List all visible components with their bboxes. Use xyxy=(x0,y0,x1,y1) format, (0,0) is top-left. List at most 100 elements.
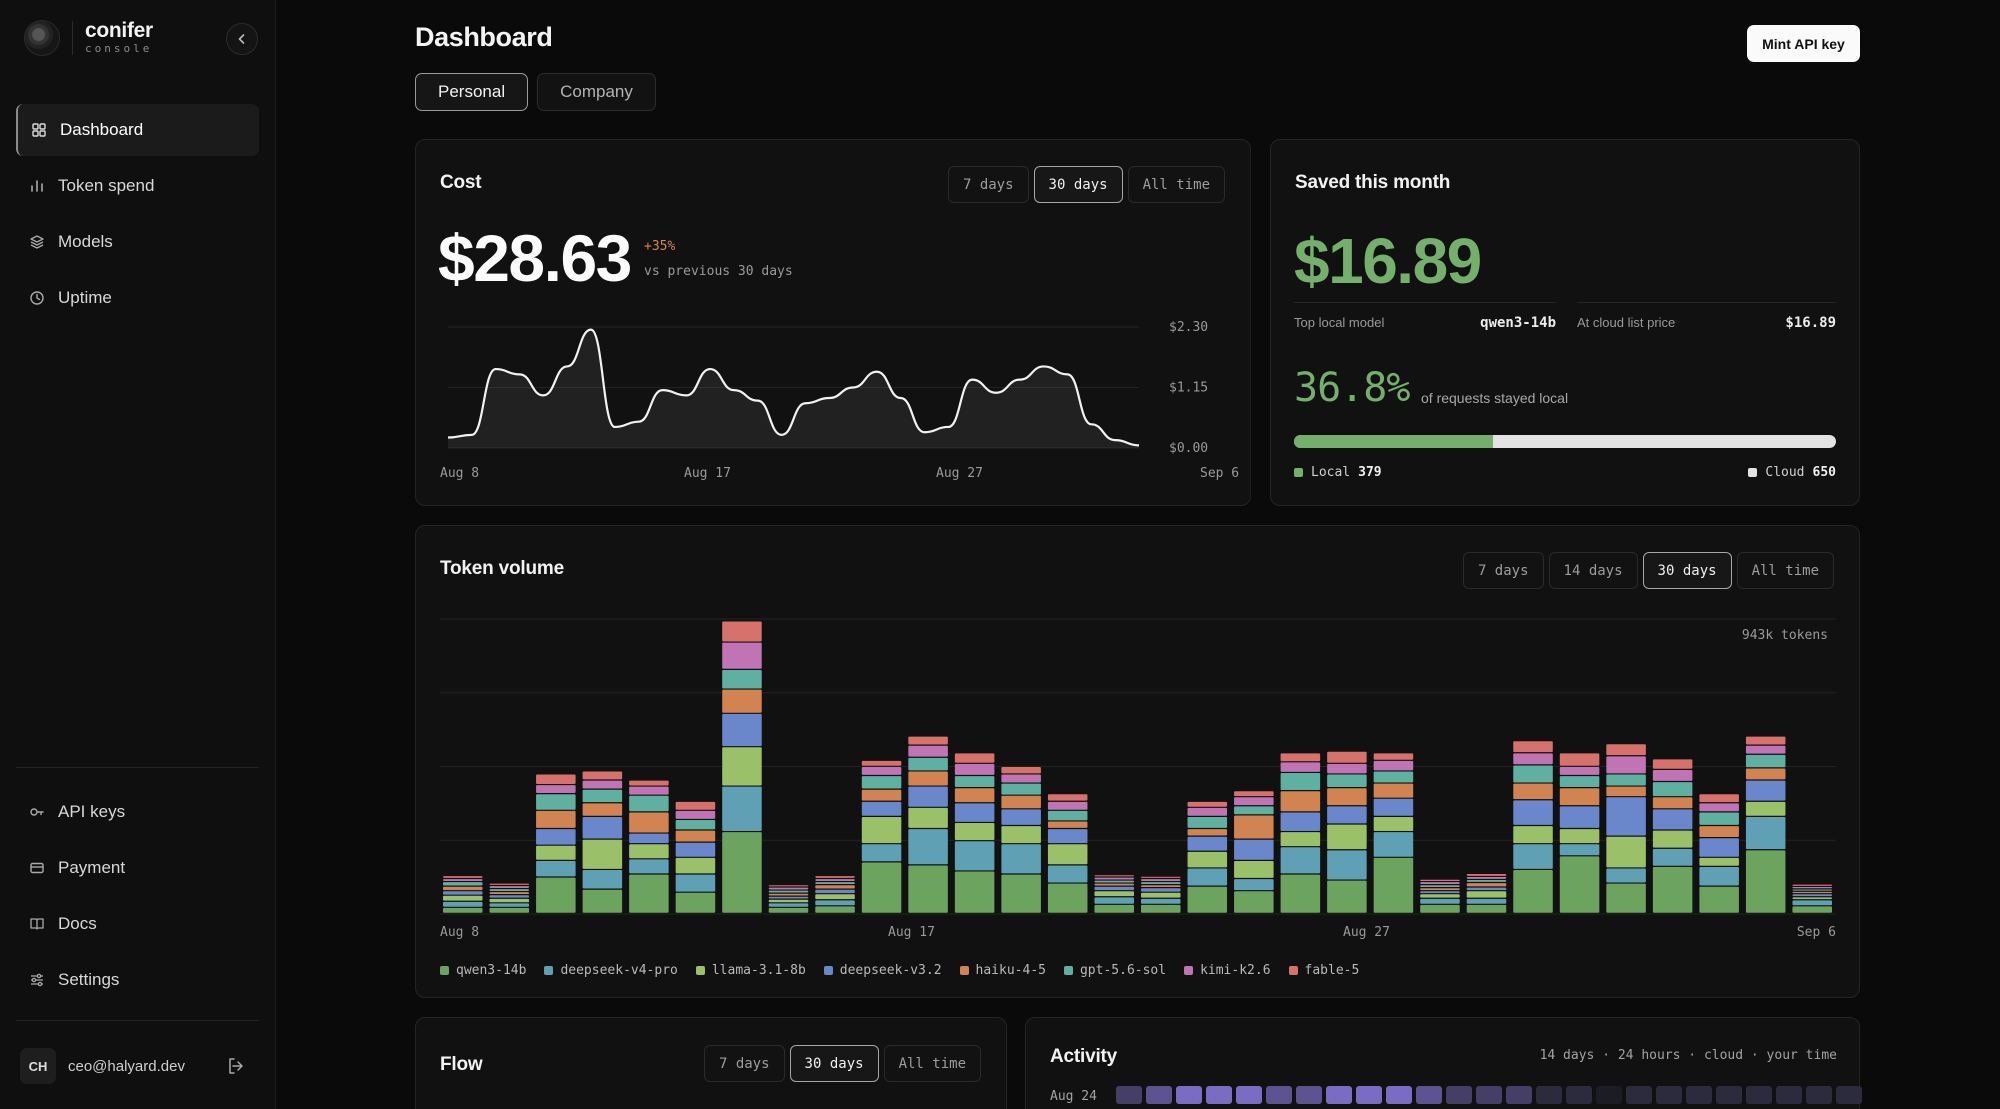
range-7-days[interactable]: 7 days xyxy=(703,1045,785,1082)
token-bar-segment xyxy=(1187,829,1228,836)
token-bar-segment xyxy=(861,776,902,789)
activity-heat-cell[interactable] xyxy=(1776,1086,1802,1104)
token-bar-segment xyxy=(675,842,716,857)
token-bar-segment xyxy=(1187,807,1228,816)
activity-heat-cell[interactable] xyxy=(1566,1086,1592,1104)
token-bar-segment xyxy=(536,829,576,845)
token-bar-segment xyxy=(954,871,995,913)
token-bar-segment xyxy=(1280,762,1321,772)
sidebar-item-models[interactable]: Models xyxy=(16,216,259,268)
range-30-days[interactable]: 30 days xyxy=(789,1045,879,1082)
token-bar-segment xyxy=(1187,836,1228,851)
token-bar-segment xyxy=(1141,898,1181,904)
activity-heat-cell[interactable] xyxy=(1296,1086,1322,1104)
activity-heat-cell[interactable] xyxy=(1716,1086,1742,1104)
activity-heat-cell[interactable] xyxy=(1356,1086,1382,1104)
token-legend-item[interactable]: qwen3-14b xyxy=(440,963,526,978)
token-bar-segment xyxy=(675,857,716,874)
activity-heat-cell[interactable] xyxy=(1686,1086,1712,1104)
activity-heat-cell[interactable] xyxy=(1476,1086,1502,1104)
range-7-days[interactable]: 7 days xyxy=(1462,552,1544,589)
activity-heat-cell[interactable] xyxy=(1536,1086,1562,1104)
token-bar-segment xyxy=(1559,806,1600,828)
activity-title: Activity xyxy=(1050,1046,1118,1067)
activity-heat-cell[interactable] xyxy=(1656,1086,1682,1104)
activity-heat-cell[interactable] xyxy=(1746,1086,1772,1104)
sidebar-divider xyxy=(16,767,259,768)
activity-heat-cell[interactable] xyxy=(1176,1086,1202,1104)
token-bar-segment xyxy=(1234,815,1274,839)
range-30-days[interactable]: 30 days xyxy=(1642,552,1732,589)
range-14-days[interactable]: 14 days xyxy=(1548,552,1638,589)
token-bar-segment xyxy=(1606,756,1646,774)
activity-heat-cell[interactable] xyxy=(1836,1086,1862,1104)
token-bar-segment xyxy=(489,898,530,903)
activity-heat-cell[interactable] xyxy=(1326,1086,1352,1104)
token-legend-item[interactable]: deepseek-v4-pro xyxy=(544,963,678,978)
token-bar-segment xyxy=(675,810,716,819)
activity-heat-cell[interactable] xyxy=(1236,1086,1262,1104)
token-bar-segment xyxy=(1094,886,1134,891)
token-bar-segment xyxy=(1047,801,1088,810)
token-bar-segment xyxy=(1001,844,1041,874)
activity-heat-cell[interactable] xyxy=(1596,1086,1622,1104)
token-legend-item[interactable]: gpt-5.6-sol xyxy=(1063,963,1166,978)
collapse-sidebar-button[interactable] xyxy=(226,23,258,55)
sidebar-item-token-spend[interactable]: Token spend xyxy=(16,160,259,212)
sidebar-item-api-keys[interactable]: API keys xyxy=(16,786,259,838)
activity-heat-cell[interactable] xyxy=(1416,1086,1442,1104)
token-bar-segment xyxy=(954,841,995,871)
token-legend-item[interactable]: fable-5 xyxy=(1288,963,1359,978)
sidebar-item-settings[interactable]: Settings xyxy=(16,954,259,1006)
bar-chart-icon xyxy=(28,177,46,195)
range-all-time[interactable]: All time xyxy=(883,1045,981,1082)
activity-heat-cell[interactable] xyxy=(1116,1086,1142,1104)
tab-company[interactable]: Company xyxy=(537,73,656,111)
sidebar-item-payment[interactable]: Payment xyxy=(16,842,259,894)
token-bar-segment xyxy=(1001,766,1041,774)
legend-swatch-icon xyxy=(1184,966,1194,975)
activity-heat-cell[interactable] xyxy=(1146,1086,1172,1104)
token-bar-segment xyxy=(1699,867,1739,886)
token-bar-segment xyxy=(1327,763,1367,774)
range-all-time[interactable]: All time xyxy=(1127,166,1225,203)
token-legend-item[interactable]: llama-3.1-8b xyxy=(695,963,806,978)
activity-heat-cell[interactable] xyxy=(1266,1086,1292,1104)
mint-api-key-button[interactable]: Mint API key xyxy=(1747,25,1860,62)
token-bar-segment xyxy=(1652,848,1693,866)
token-bar-segment xyxy=(1141,882,1181,884)
activity-heat-cell[interactable] xyxy=(1446,1086,1472,1104)
token-bar-segment xyxy=(815,900,855,906)
token-bar-segment xyxy=(1234,791,1274,797)
brand[interactable]: conifer console xyxy=(24,20,153,56)
sidebar-item-dashboard[interactable]: Dashboard xyxy=(16,104,259,156)
token-bar-segment xyxy=(582,789,623,803)
activity-heat-cell[interactable] xyxy=(1506,1086,1532,1104)
sidebar-item-uptime[interactable]: Uptime xyxy=(16,272,259,324)
token-bar-segment xyxy=(1001,826,1041,844)
user-email: ceo@halyard.dev xyxy=(68,1057,185,1075)
token-legend-label: haiku-4-5 xyxy=(975,963,1046,978)
token-legend-item[interactable]: haiku-4-5 xyxy=(959,963,1046,978)
logout-icon[interactable] xyxy=(226,1056,246,1076)
tab-personal[interactable]: Personal xyxy=(415,73,529,111)
token-bar-segment xyxy=(1373,760,1414,771)
token-bar-segment xyxy=(1559,829,1600,844)
activity-heat-cell[interactable] xyxy=(1206,1086,1232,1104)
range-30-days[interactable]: 30 days xyxy=(1033,166,1123,203)
range-7-days[interactable]: 7 days xyxy=(947,166,1029,203)
avatar[interactable]: CH xyxy=(20,1048,56,1084)
sidebar-item-docs[interactable]: Docs xyxy=(16,898,259,950)
range-all-time[interactable]: All time xyxy=(1736,552,1834,589)
activity-heat-cell[interactable] xyxy=(1806,1086,1832,1104)
activity-heat-cell[interactable] xyxy=(1386,1086,1412,1104)
token-bar-segment xyxy=(1327,788,1367,806)
token-bar-segment xyxy=(1141,888,1181,892)
cost-y-tick-label: $0.00 xyxy=(1169,441,1208,456)
token-bar-segment xyxy=(1094,883,1134,886)
token-bar-segment xyxy=(1792,906,1832,913)
token-max-label: 943k tokens xyxy=(1742,628,1828,643)
token-legend-item[interactable]: kimi-k2.6 xyxy=(1184,963,1271,978)
token-legend-item[interactable]: deepseek-v3.2 xyxy=(823,963,942,978)
activity-heat-cell[interactable] xyxy=(1626,1086,1652,1104)
